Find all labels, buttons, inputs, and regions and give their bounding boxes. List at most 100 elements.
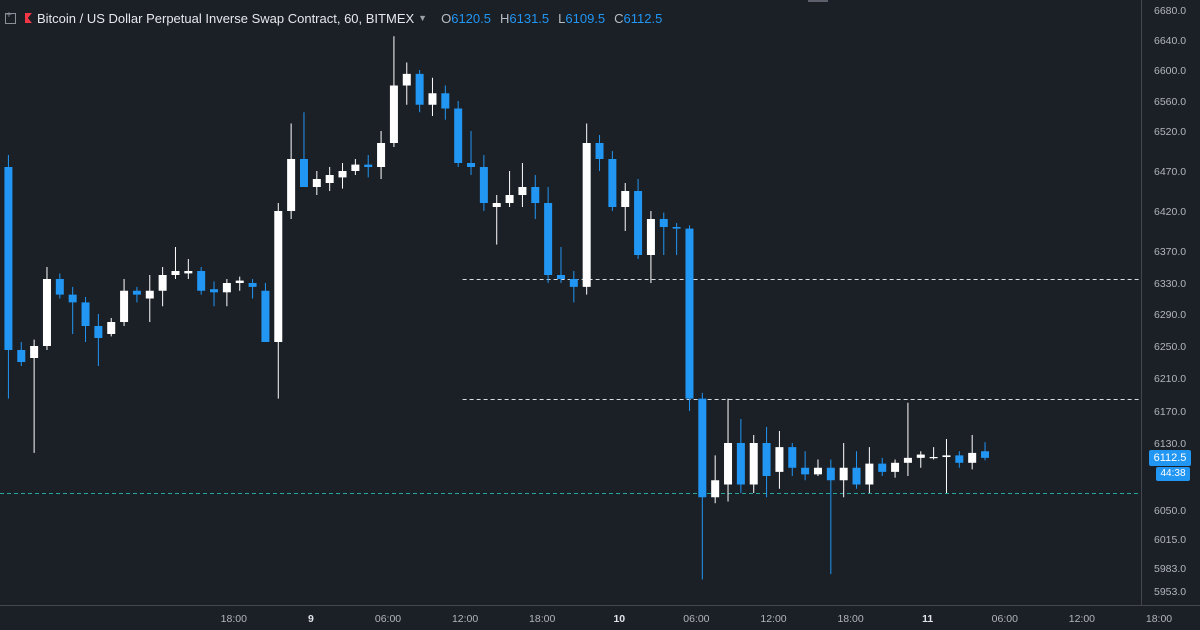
price-tick-label: 6015.0 [1154, 534, 1186, 546]
candle [197, 267, 206, 295]
candle [299, 112, 308, 187]
candle-body [813, 467, 822, 475]
low-label: L [558, 10, 566, 26]
price-axis[interactable]: 6680.0 6640.0 6600.0 6560.0 6520.0 6470.0 6420… [1154, 5, 1186, 598]
candle [916, 451, 925, 468]
candle-body [749, 443, 758, 485]
candle-body [364, 164, 373, 167]
symbol-title[interactable]: Bitcoin / US Dollar Perpetual Inverse Sw… [37, 10, 415, 26]
candle [467, 131, 476, 175]
price-tick-label: 5953.0 [1154, 586, 1186, 598]
price-tick-label: 6560.0 [1154, 96, 1186, 108]
candle [672, 223, 681, 255]
bar-countdown-badge: 44:38 [1156, 467, 1190, 481]
candle-body [775, 447, 784, 472]
candle-body [248, 283, 257, 287]
candle-body [454, 108, 463, 163]
candle-body [17, 350, 26, 362]
candle [518, 163, 527, 207]
candle-body [42, 279, 51, 346]
time-tick-label: 18:00 [1146, 613, 1172, 625]
open-value: 6120.5 [451, 10, 491, 26]
candle [312, 171, 321, 195]
time-axis[interactable]: 18:00 9 06:00 12:00 18:00 10 06:00 12:00 18:00 11… [221, 613, 1200, 625]
chevron-down-icon[interactable]: ▼ [418, 13, 428, 23]
candle-body [4, 167, 13, 350]
high-value: 6131.5 [509, 10, 550, 26]
chart-legend: Bitcoin / US Dollar Perpetual Inverse Sw… [0, 0, 1140, 36]
time-tick-label: 06:00 [992, 613, 1018, 625]
candle [544, 187, 553, 283]
candle [81, 296, 90, 342]
candle [235, 276, 244, 291]
candle-body [724, 443, 733, 485]
candle-body [711, 480, 720, 498]
candle [120, 279, 129, 326]
candle-body [826, 467, 835, 481]
price-tick-label: 6370.0 [1154, 246, 1186, 258]
candle-body [120, 290, 129, 322]
candle-body [441, 93, 450, 109]
candle-body [184, 271, 193, 274]
candle [428, 77, 437, 116]
candle [248, 279, 257, 299]
price-tick-label: 6420.0 [1154, 206, 1186, 218]
price-tick-label: 6520.0 [1154, 126, 1186, 138]
candle [608, 151, 617, 211]
candle [4, 155, 13, 399]
candle-body [659, 219, 668, 227]
price-tick-label: 6130.0 [1154, 438, 1186, 450]
candle-body [955, 455, 964, 463]
price-tick-label: 6680.0 [1154, 5, 1186, 17]
candle-body [479, 167, 488, 203]
candle [724, 398, 733, 502]
candle [479, 155, 488, 211]
candle-body [287, 159, 296, 211]
time-tick-label: 10 [613, 613, 625, 625]
candle [891, 459, 900, 478]
close-label: C [614, 10, 624, 26]
candle-body [595, 143, 604, 159]
candle-body [338, 171, 347, 178]
price-tick-label: 6050.0 [1154, 505, 1186, 517]
time-tick-label: 11 [922, 613, 933, 625]
collapse-toggle-icon[interactable] [5, 10, 16, 24]
candle [184, 259, 193, 279]
candle-body [158, 275, 167, 291]
candle-body [132, 290, 141, 295]
candle-body [402, 73, 411, 86]
time-tick-label: 06:00 [375, 613, 401, 625]
price-tick-label: 6250.0 [1154, 341, 1186, 353]
candle-body [878, 463, 887, 472]
candle-body [55, 279, 64, 295]
candle-body [981, 451, 990, 458]
candle [55, 273, 64, 299]
price-tick-label: 6290.0 [1154, 309, 1186, 321]
candle-body [698, 398, 707, 498]
candle [377, 131, 386, 179]
candle [878, 457, 887, 476]
time-tick-label: 06:00 [683, 613, 709, 625]
time-tick-label: 12:00 [760, 613, 786, 625]
candle [454, 101, 463, 167]
open-label: O [441, 10, 452, 26]
price-tick-label: 6600.0 [1154, 65, 1186, 77]
candle [929, 447, 938, 460]
candle [865, 447, 874, 493]
candles [4, 36, 990, 580]
candle-body [916, 454, 925, 458]
candle [852, 451, 861, 489]
candle-body [544, 203, 553, 275]
candle-body [852, 467, 861, 485]
candle-body [569, 279, 578, 287]
candle [68, 286, 77, 334]
candle [505, 171, 514, 207]
candle-body [274, 211, 283, 342]
candle [389, 36, 398, 147]
candle [415, 70, 424, 113]
candle-body [929, 457, 938, 459]
candle [145, 275, 154, 322]
candle-body [942, 455, 951, 458]
time-tick-label: 12:00 [1069, 613, 1095, 625]
